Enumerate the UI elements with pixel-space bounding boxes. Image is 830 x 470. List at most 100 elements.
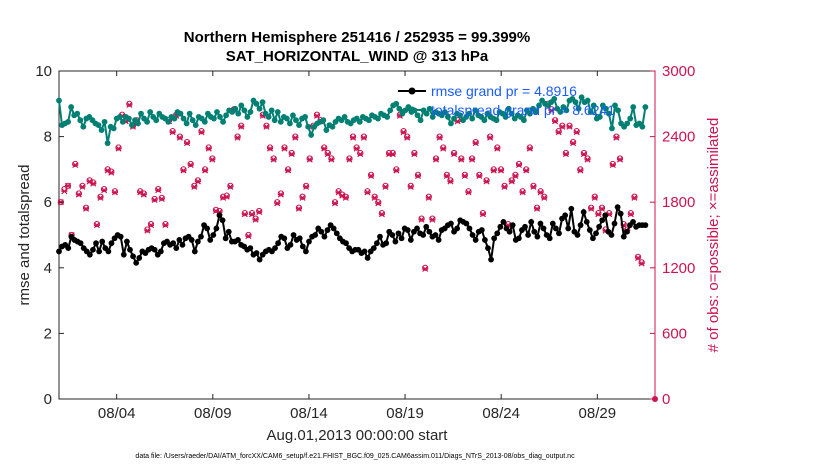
series-0-point-161 [552, 225, 559, 232]
series-1-point-83 [308, 132, 315, 138]
possible-point-98 [411, 149, 418, 157]
series-1-point-193 [642, 104, 649, 110]
possible-point-52 [245, 231, 252, 239]
series-0-point-53 [219, 217, 226, 224]
series-0-point-85 [318, 228, 325, 235]
possible-point-19 [126, 100, 133, 107]
assimilated-point-63 [285, 167, 292, 174]
possible-point-150 [598, 204, 606, 211]
possible-point-37 [191, 182, 198, 189]
series-1-point-108 [384, 114, 391, 120]
possible-point-31 [169, 128, 176, 135]
assimilated-point-2 [64, 182, 72, 189]
series-1-point-153 [520, 117, 527, 124]
y-tick-label-right-4: 2400 [662, 129, 695, 146]
series-1-point-158 [536, 102, 542, 109]
assimilated-point-134 [541, 194, 548, 201]
possible-point-28 [158, 194, 165, 201]
possible-point-121 [494, 144, 501, 151]
y-tick-label-left-1: 2 [44, 325, 52, 342]
assimilated-point-90 [382, 183, 389, 190]
assimilated-point-82 [353, 145, 360, 152]
series-1-point-147 [502, 114, 509, 120]
assimilated-point-106 [440, 145, 447, 152]
possible-point-12 [100, 185, 108, 193]
y-tick-label-left-2: 4 [44, 260, 52, 277]
series-0-point-133 [466, 225, 473, 232]
series-1-point-24 [129, 122, 135, 129]
series-0-point-87 [324, 227, 331, 233]
series-0-point-144 [500, 218, 507, 225]
possible-point-158 [627, 210, 634, 217]
possible-point-29 [162, 220, 169, 228]
assimilated-point-144 [577, 167, 584, 174]
series-0-point-103 [373, 240, 380, 247]
possible-point-64 [288, 149, 295, 157]
series-0-point-58 [235, 237, 241, 243]
assimilated-point-95 [400, 129, 407, 136]
series-0-point-142 [494, 230, 501, 237]
series-0-point-162 [556, 230, 562, 237]
series-0-point-83 [312, 232, 319, 238]
series-1-point-67 [259, 99, 266, 106]
series-1-point-172 [578, 94, 585, 101]
series-1-point-128 [444, 114, 451, 120]
series-0-point-174 [593, 230, 599, 237]
series-0-point-23 [127, 246, 133, 253]
assimilated-point-108 [447, 178, 454, 185]
possible-point-55 [256, 207, 263, 215]
series-1-point-4 [68, 104, 75, 110]
possible-point-149 [595, 210, 602, 217]
possible-point-35 [183, 138, 191, 146]
assimilated-point-120 [490, 167, 497, 174]
possible-point-60 [274, 199, 281, 206]
series-0-point-10 [86, 251, 93, 258]
possible-point-126 [512, 171, 519, 178]
assimilated-point-115 [472, 140, 479, 147]
possible-point-148 [591, 193, 598, 200]
possible-point-90 [382, 182, 389, 189]
assimilated-point-5 [75, 191, 82, 198]
assimilated-point-83 [357, 151, 364, 158]
series-1-point-81 [302, 114, 309, 120]
series-1-point-180 [602, 105, 609, 112]
assimilated-point-74 [324, 151, 331, 158]
assimilated-point-52 [245, 233, 252, 240]
possible-point-132 [533, 204, 541, 211]
series-0-point-166 [568, 205, 575, 212]
assimilated-point-100 [418, 216, 425, 223]
possible-point-136 [548, 106, 555, 113]
series-0-point-62 [247, 245, 254, 252]
x-tick-label-0: 08/04 [98, 405, 136, 422]
series-0-point-160 [549, 220, 556, 227]
series-0-point-40 [179, 241, 186, 248]
series-1-point-26 [135, 120, 141, 127]
possible-point-36 [187, 160, 194, 168]
assimilated-point-47 [227, 183, 234, 190]
possible-point-97 [407, 182, 414, 189]
possible-point-141 [566, 122, 573, 129]
possible-point-104 [432, 155, 440, 162]
axes-ticks: 08/04 08/09 08/14 08/19 08/24 08/29 0 2 4 6 8 10 0 60… [35, 63, 695, 422]
possible-point-137 [551, 117, 559, 124]
series-0-point-46 [198, 233, 204, 240]
assimilated-point-71 [313, 112, 320, 119]
assimilated-point-67 [299, 194, 306, 201]
assimilated-point-62 [281, 145, 288, 152]
series-0-point-190 [642, 222, 649, 229]
series-0-point-170 [580, 209, 587, 215]
series-0-point-104 [377, 233, 383, 240]
possible-point-40 [202, 166, 209, 173]
assimilated-point-155 [616, 156, 624, 163]
possible-point-6 [79, 182, 86, 189]
assimilated-point-27 [155, 187, 162, 194]
possible-point-154 [613, 133, 620, 140]
assimilated-point-96 [404, 134, 411, 141]
series-1-point-55 [223, 112, 230, 119]
possible-point-108 [447, 177, 454, 184]
assimilated-point-58 [267, 145, 274, 152]
series-1-point-132 [457, 112, 463, 119]
series-1-point-182 [609, 125, 615, 132]
series-1-point-65 [253, 100, 260, 107]
y-tick-label-right-0: 0 [662, 391, 670, 408]
